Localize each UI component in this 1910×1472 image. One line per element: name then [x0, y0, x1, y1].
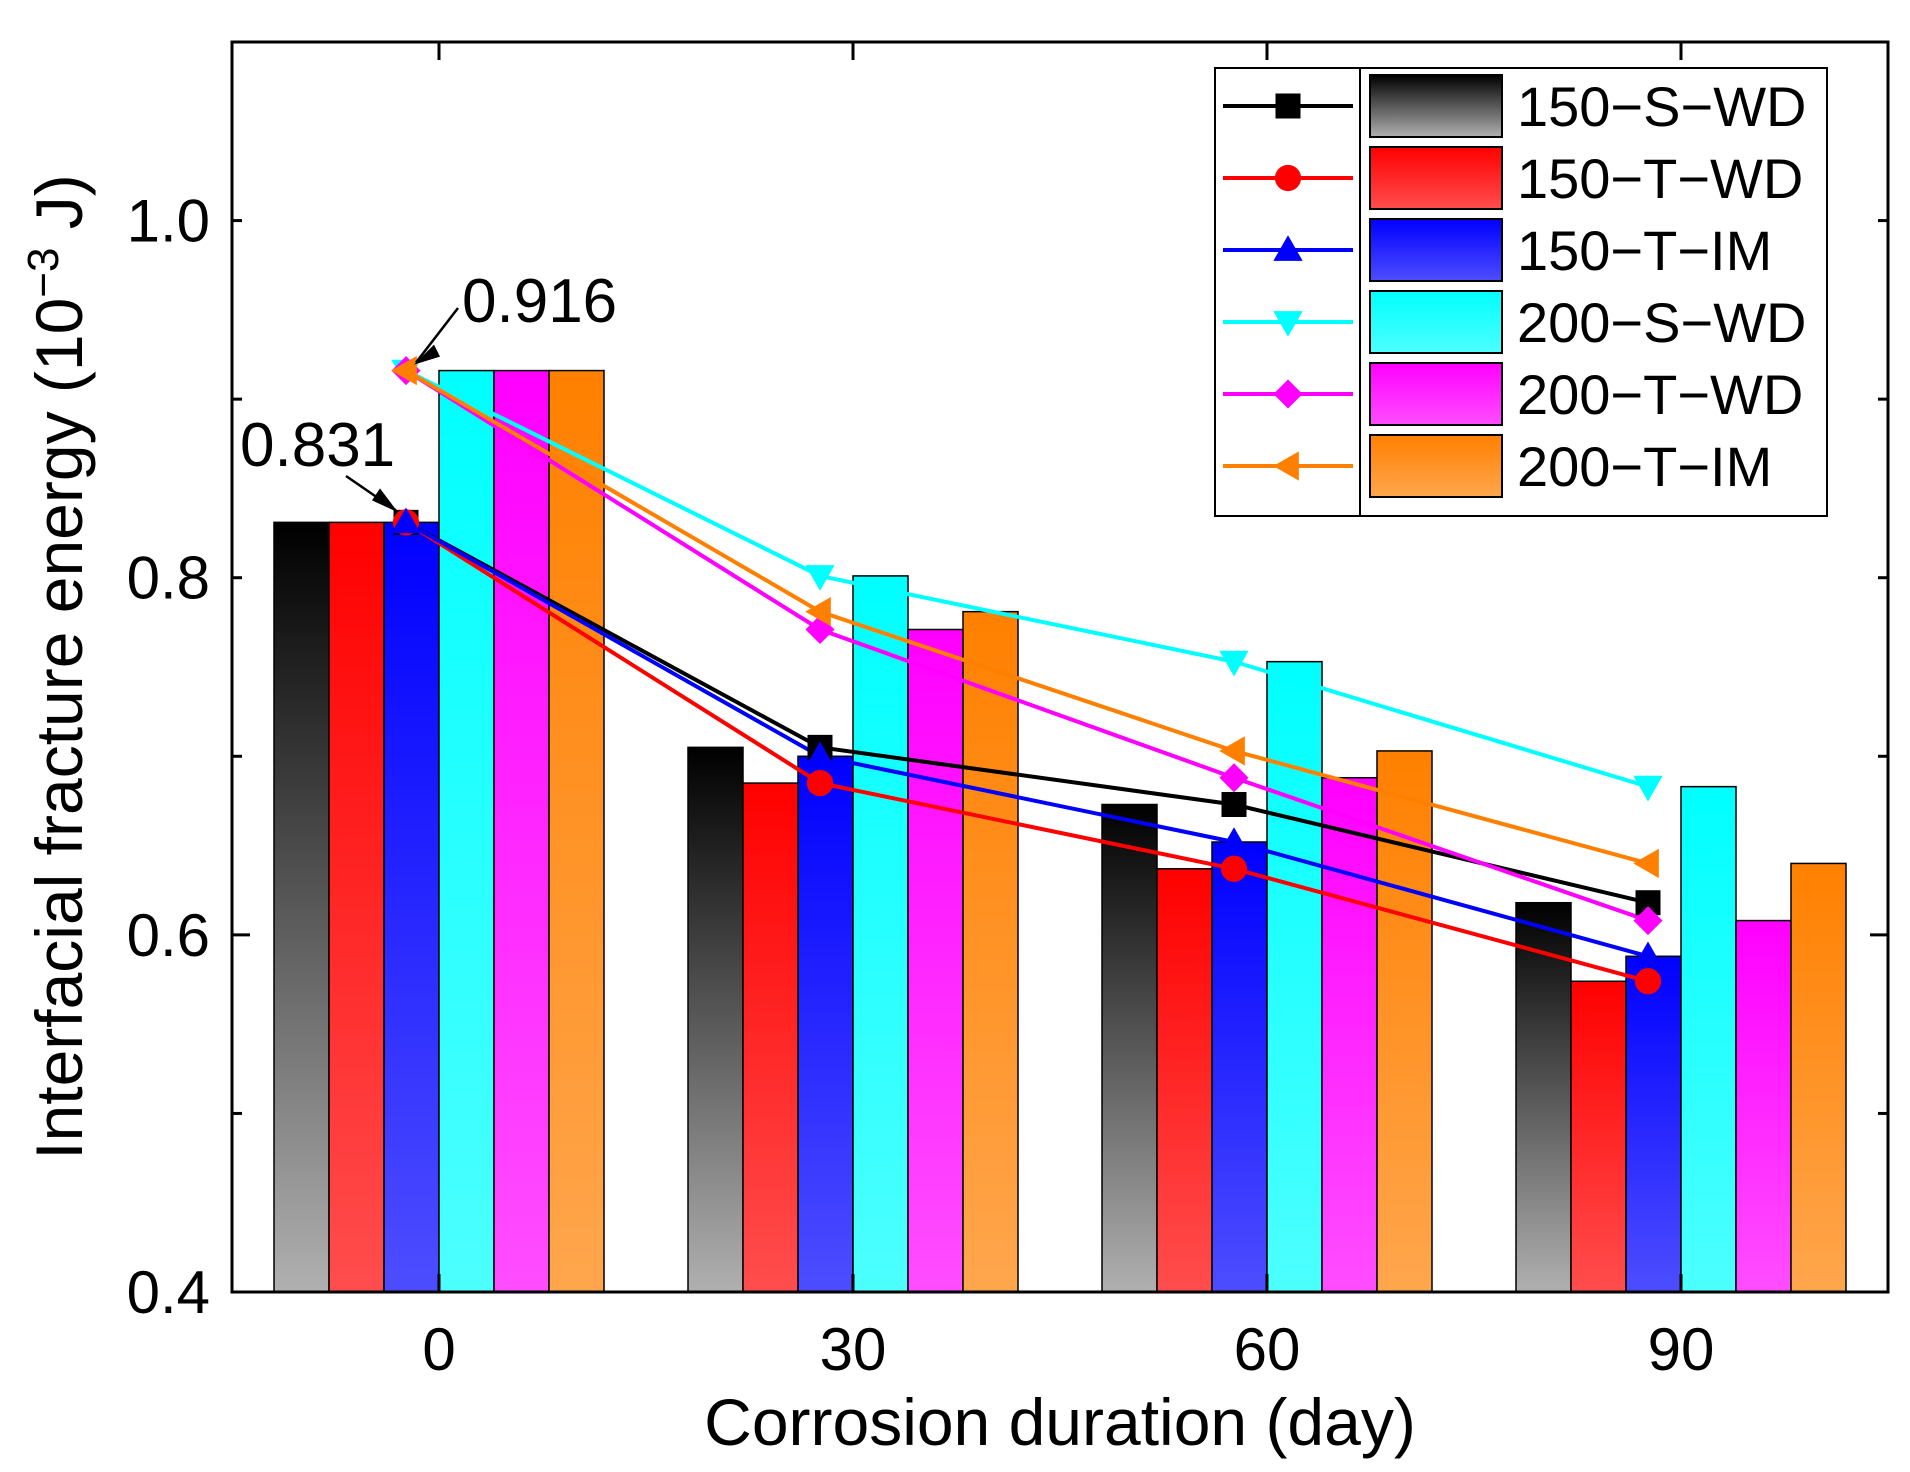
point-200−S−WD-day-90: [1633, 775, 1663, 802]
bar-200−T−WD-day-30: [907, 628, 964, 1293]
legend-swatch-150−T−WD: [1369, 146, 1503, 210]
bar-200−S−WD-day-90: [1680, 785, 1737, 1293]
line-200−S−WD: [405, 368, 1649, 789]
point-200−S−WD-day-60: [1219, 650, 1249, 677]
legend-box: [1214, 67, 1828, 517]
bar-150−T−IM-day-60: [1211, 841, 1268, 1293]
point-150−T−IM-day-0: [391, 507, 421, 534]
y-tick-label: 0.4: [127, 1259, 210, 1326]
legend-marker-200−T−IM: [1273, 451, 1299, 481]
point-200−T−IM-day-30: [805, 596, 831, 627]
annotation-0-916: 0.916: [462, 267, 617, 336]
bar-200−T−IM-day-30: [962, 610, 1019, 1293]
bar-200−T−IM-day-60: [1376, 750, 1433, 1293]
legend-label-150−S−WD: 150−S−WD: [1517, 75, 1807, 138]
legend: 150−S−WD 150−T−WD 150−T−IM 200−S−WD 200−T−WD…: [1214, 67, 1828, 517]
annotations-layer: 0.916 0.831: [240, 267, 617, 513]
legend-swatch-200−T−WD: [1369, 362, 1503, 426]
legend-label-200−T−IM: 200−T−IM: [1517, 435, 1772, 498]
legend-swatch-200−T−IM: [1369, 434, 1503, 498]
bar-200−S−WD-day-30: [852, 575, 909, 1293]
x-tick-label: 90: [1648, 1316, 1715, 1383]
bar-150−T−IM-day-0: [383, 521, 440, 1293]
annotation-0-831: 0.831: [240, 411, 395, 480]
y-tick-label: 0.6: [127, 902, 210, 969]
point-150−T−WD-day-30: [806, 769, 834, 797]
bar-150−S−WD-day-0: [273, 521, 330, 1293]
legend-swatch-150−T−IM: [1369, 218, 1503, 282]
legend-label-200−T−WD: 200−T−WD: [1517, 363, 1803, 426]
legend-marker-150−S−WD: [1275, 93, 1301, 119]
bar-200−S−WD-day-0: [438, 369, 495, 1293]
bar-150−T−WD-day-30: [742, 782, 799, 1293]
annotation-arrow-0-916: [415, 307, 459, 364]
x-tick-label: 60: [1234, 1316, 1301, 1383]
legend-label-150−T−IM: 150−T−IM: [1517, 219, 1772, 282]
bar-200−T−IM-day-90: [1790, 862, 1847, 1293]
point-200−T−IM-day-60: [1219, 736, 1245, 766]
bar-150−T−WD-day-0: [328, 521, 385, 1293]
bar-150−S−WD-day-60: [1101, 803, 1158, 1293]
plot-frame: [230, 40, 1890, 1294]
line-200−T−WD: [404, 368, 1649, 923]
line-150−T−IM: [405, 520, 1649, 959]
point-200−T−WD-day-90: [1633, 906, 1663, 936]
bar-200−T−WD-day-60: [1321, 776, 1378, 1293]
bar-200−T−WD-day-0: [493, 369, 550, 1293]
bar-150−T−WD-day-90: [1570, 980, 1627, 1293]
legend-marker-150−T−WD: [1274, 164, 1302, 192]
legend-marker-200−T−WD: [1273, 379, 1303, 409]
bar-150−S−WD-day-30: [687, 746, 744, 1293]
line-200−T−IM: [404, 368, 1649, 866]
line-150−S−WD: [405, 520, 1649, 905]
point-150−T−IM-day-30: [805, 741, 835, 768]
point-150−T−IM-day-60: [1219, 827, 1249, 853]
annotation-arrowhead-0-831: [372, 488, 398, 513]
x-axis-title: Corrosion duration (day): [704, 1385, 1416, 1459]
point-150−T−IM-day-90: [1633, 941, 1663, 968]
point-150−T−WD-day-90: [1634, 968, 1662, 995]
legend-swatch-200−S−WD: [1369, 290, 1503, 354]
legend-swatch-150−S−WD: [1369, 74, 1503, 138]
y-tick-label: 1.0: [127, 188, 210, 255]
x-tick-label: 0: [422, 1316, 455, 1383]
annotation-arrowhead-0-916: [414, 344, 440, 365]
axes-layer: 0.4 0.6 0.8 1.0 0 30 60 90 Corrosion duration (d…: [19, 40, 1890, 1459]
point-200−T−WD-day-60: [1219, 763, 1249, 793]
bars-layer: [273, 369, 1847, 1293]
lines-layer: [391, 355, 1663, 995]
legend-marker-150−T−IM: [1273, 235, 1303, 261]
bar-200−T−IM-day-0: [548, 369, 605, 1293]
point-200−T−IM-day-90: [1633, 848, 1659, 879]
point-200−S−WD-day-30: [805, 565, 835, 591]
bar-200−T−WD-day-90: [1735, 919, 1792, 1293]
legend-label-200−S−WD: 200−S−WD: [1517, 291, 1807, 354]
x-tick-label: 30: [820, 1316, 887, 1383]
point-150−S−WD-day-60: [1221, 792, 1247, 817]
y-tick-label: 0.8: [127, 545, 210, 612]
bar-150−T−IM-day-90: [1625, 955, 1682, 1293]
legend-marker-200−S−WD: [1273, 311, 1303, 337]
point-200−T−IM-day-0: [391, 355, 417, 386]
line-150−T−WD: [404, 520, 1649, 984]
legend-label-150−T−WD: 150−T−WD: [1517, 147, 1803, 210]
bar-150−T−WD-day-60: [1156, 868, 1213, 1293]
point-150−T−WD-day-60: [1220, 855, 1248, 882]
y-axis-title: Interfacial fracture energy (10−3 J): [19, 174, 96, 1160]
bar-150−T−IM-day-30: [797, 755, 854, 1293]
bar-200−S−WD-day-60: [1266, 660, 1323, 1293]
bar-150−S−WD-day-90: [1515, 901, 1572, 1293]
